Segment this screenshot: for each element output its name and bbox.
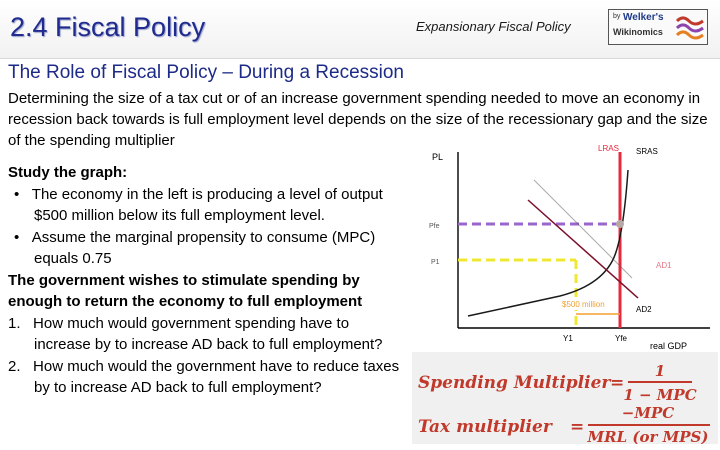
tax-numerator: −MPC <box>622 404 674 422</box>
bullet-item: • The economy in the left is producing a… <box>8 184 403 227</box>
pfe-label: Pfe <box>429 223 440 230</box>
formulas-svg: Spending Multiplier = 1 1 − MPC Tax mult… <box>418 362 710 444</box>
question-number: 1. <box>8 314 21 332</box>
bullet-marker: • <box>14 185 20 203</box>
slide-subtitle: Expansionary Fiscal Policy <box>416 19 571 34</box>
logo-by: by <box>613 13 621 20</box>
bullet-item: • Assume the marginal propensity to cons… <box>8 227 403 270</box>
gap-label-box <box>561 298 615 310</box>
goal-text: The government wishes to stimulate spend… <box>8 271 363 311</box>
ad2-curve <box>533 179 633 279</box>
ad1-curve <box>527 199 639 299</box>
y1-label: Y1 <box>563 334 573 343</box>
spending-equals: = <box>610 373 624 393</box>
intro-paragraph: Determining the size of a tax cut or of … <box>8 90 708 149</box>
question-text: How much would the government have to re… <box>33 357 400 397</box>
tax-multiplier-label: Tax multiplier <box>418 417 553 437</box>
yfe-label: Yfe <box>615 334 628 343</box>
y-axis-label: PL <box>432 152 443 162</box>
gap-label: $500 million <box>562 300 605 309</box>
ad-as-graph: PL real GDP Pfe P1 LRAS SRAS AD1 AD2 $50… <box>429 144 710 351</box>
spending-multiplier-label: Spending Multiplier <box>418 373 611 393</box>
spending-denominator: 1 − MPC <box>623 386 696 404</box>
tax-denominator: MRL (or MPS) <box>587 428 709 444</box>
full-employment-point <box>616 220 624 228</box>
welkers-wikinomics-logo[interactable]: by Welker's Wikinomics <box>608 9 708 45</box>
question-number: 2. <box>8 357 21 375</box>
tax-equals: = <box>570 417 584 437</box>
section-heading: The Role of Fiscal Policy – During a Rec… <box>8 62 405 83</box>
slide-header: 2.4 Fiscal Policy Expansionary Fiscal Po… <box>0 0 720 59</box>
bullet-text: The economy in the left is producing a l… <box>31 185 383 225</box>
study-title: Study the graph: <box>8 164 128 181</box>
p1-label: P1 <box>431 259 440 266</box>
lras-label: LRAS <box>598 144 619 153</box>
question-text: How much would government spending have … <box>33 314 383 354</box>
ad2-label: AD2 <box>636 305 652 314</box>
bullet-text: Assume the marginal propensity to consum… <box>31 228 376 268</box>
study-panel: Study the graph: • The economy in the le… <box>8 162 403 399</box>
slide-title: 2.4 Fiscal Policy <box>10 12 206 42</box>
ad1-label: AD1 <box>656 261 672 270</box>
logo-site: Wikinomics <box>613 27 663 37</box>
question-item: 1. How much would government spending ha… <box>8 313 403 356</box>
question-item: 2. How much would the government have to… <box>8 356 403 399</box>
logo-name: Welker's <box>623 12 664 23</box>
sras-curve <box>467 169 629 317</box>
logo-wave-icon <box>675 16 704 40</box>
x-axis-label: real GDP <box>650 341 687 351</box>
spending-numerator: 1 <box>655 362 665 380</box>
multiplier-formulas: Spending Multiplier = 1 1 − MPC Tax mult… <box>412 352 718 444</box>
sras-label: SRAS <box>636 147 658 156</box>
bullet-marker: • <box>14 228 20 246</box>
